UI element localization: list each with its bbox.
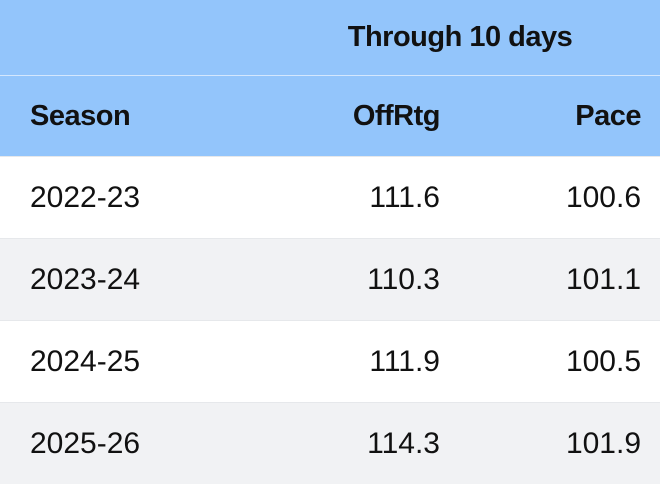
column-header-offrtg: OffRtg [260,76,460,157]
offrtg-cell: 111.6 [260,157,460,239]
season-cell: 2022-23 [0,157,260,239]
group-header-empty [0,0,260,76]
pace-cell: 101.1 [460,239,660,321]
column-header-season: Season [0,76,260,157]
pace-cell: 100.6 [460,157,660,239]
group-header-title: Through 10 days [260,0,660,76]
season-cell: 2023-24 [0,239,260,321]
season-cell: 2024-25 [0,321,260,403]
offrtg-cell: 110.3 [260,239,460,321]
column-header-row: Season OffRtg Pace [0,76,660,157]
pace-cell: 100.5 [460,321,660,403]
column-header-pace: Pace [460,76,660,157]
group-header-row: Through 10 days [0,0,660,76]
offrtg-cell: 111.9 [260,321,460,403]
